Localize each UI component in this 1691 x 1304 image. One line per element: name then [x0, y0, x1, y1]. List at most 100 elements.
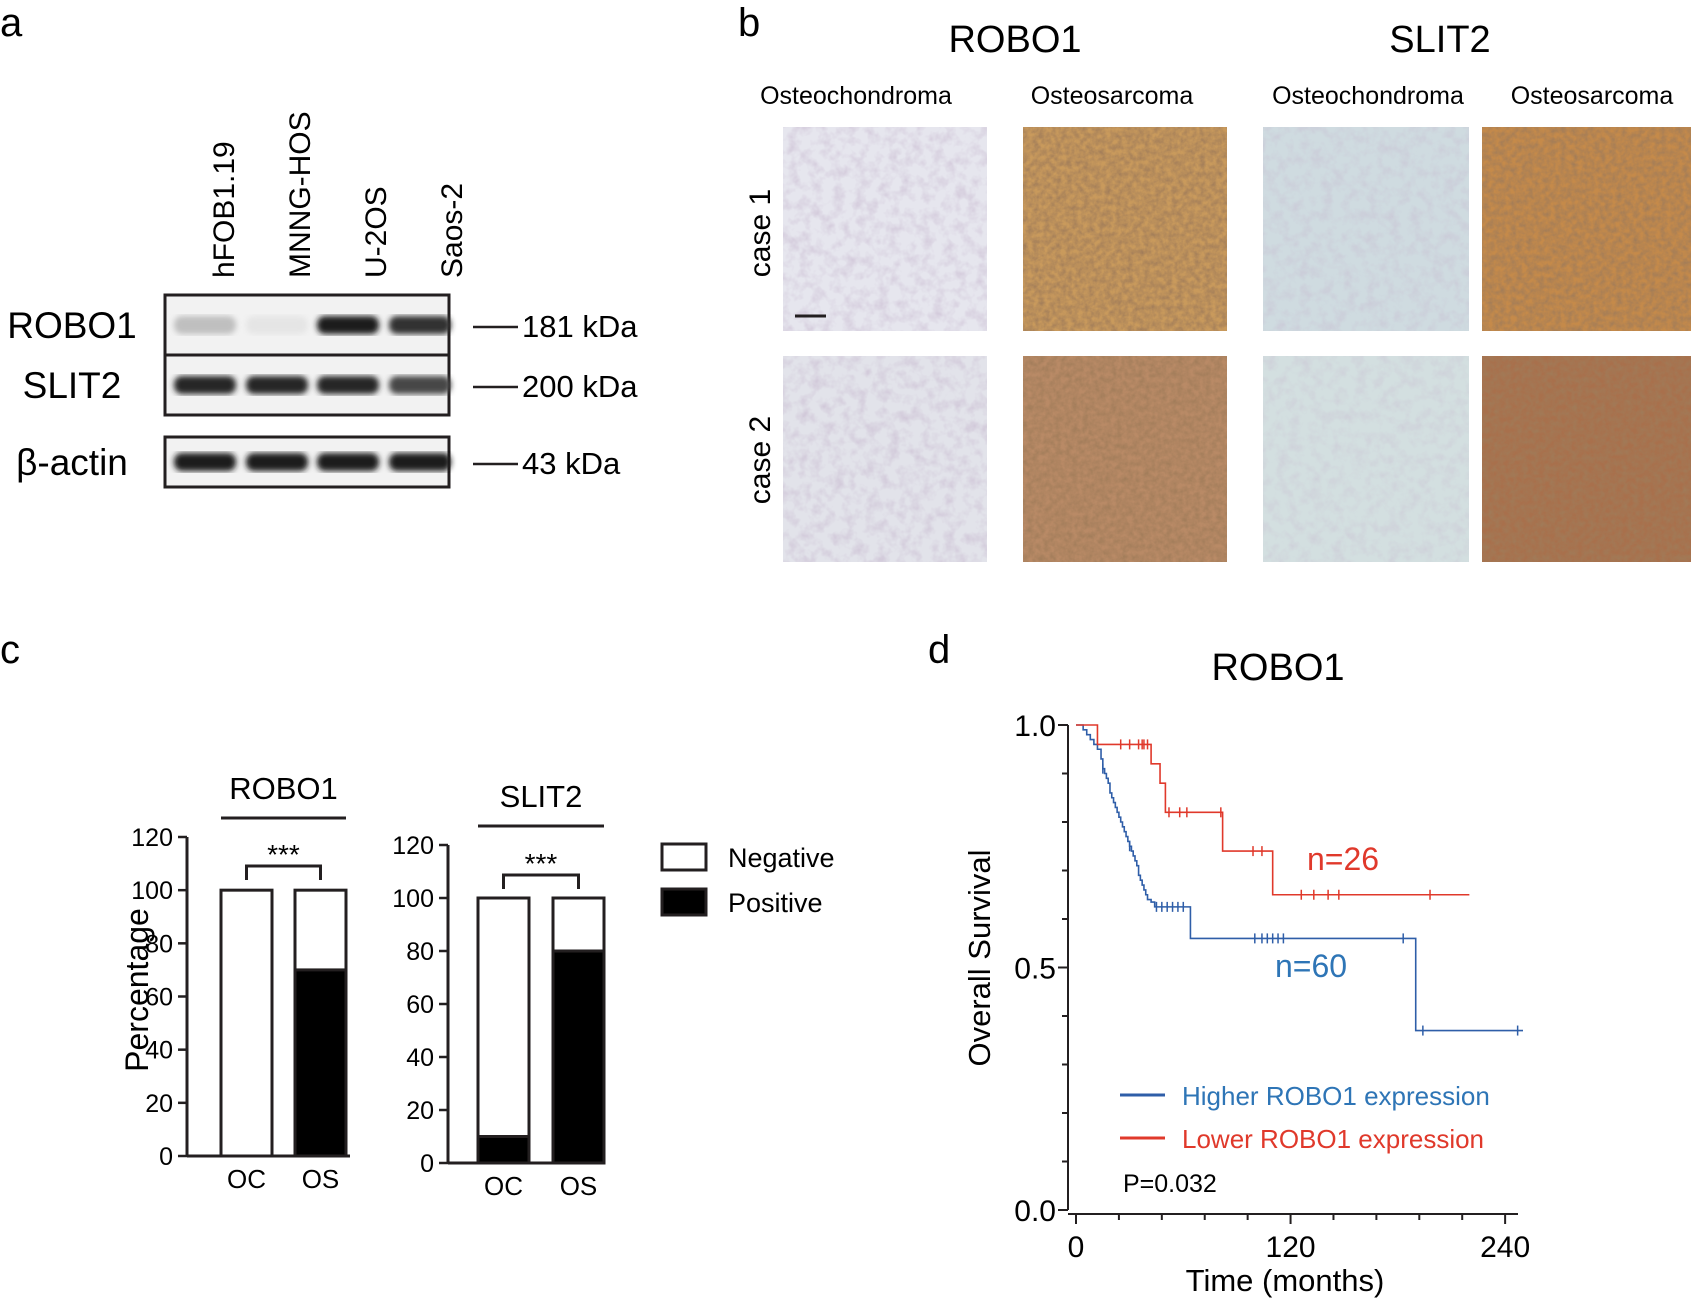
blot-band	[246, 316, 308, 334]
y-tick-label: 0	[420, 1150, 434, 1178]
blot-band	[174, 316, 236, 334]
y-axis-title: Percentage	[119, 908, 155, 1072]
bar-positive	[293, 968, 348, 1158]
y-axis-title: Overall Survival	[962, 849, 997, 1066]
legend-label-lower: Lower ROBO1 expression	[1182, 1124, 1484, 1154]
y-tick-label: 0.5	[1014, 953, 1056, 986]
blot-band	[389, 453, 451, 471]
ihc-tissue-label: Osteochondroma	[1272, 82, 1464, 110]
blot-rows: ROBO1 181 kDa SLIT2 200 kDa β-actin 43 kDa	[7, 293, 638, 489]
bar-positive	[476, 1135, 531, 1165]
robo1-bar-chart: 0 20 40 60 80 100 120 OC OS *** ROBO1	[131, 771, 350, 1194]
lane-label: Saos-2	[436, 183, 469, 278]
bar-positive	[551, 949, 606, 1165]
ihc-image	[1482, 356, 1691, 562]
panel-label-d: d	[928, 628, 950, 672]
y-tick-label: 80	[406, 938, 434, 966]
n-lower-annotation: n=26	[1307, 841, 1379, 877]
panel-label-b: b	[738, 1, 760, 45]
blot-band	[389, 376, 451, 394]
bar-legend: Negative Positive	[660, 842, 835, 918]
ihc-tissue-label: Osteochondroma	[760, 82, 952, 110]
lane-label: MNNG-HOS	[284, 111, 317, 278]
y-tick-label: 100	[392, 885, 434, 913]
ihc-image	[1023, 127, 1227, 331]
blot-size-label: 43 kDa	[522, 446, 621, 481]
ihc-image	[1482, 127, 1691, 331]
x-tick-label: OC	[227, 1164, 266, 1194]
legend-label-higher: Higher ROBO1 expression	[1182, 1081, 1490, 1111]
legend-label-negative: Negative	[728, 843, 835, 873]
blot-band	[389, 316, 451, 334]
blot-band	[246, 453, 308, 471]
ihc-group-title: SLIT2	[1389, 19, 1490, 61]
blot-size-label: 181 kDa	[522, 309, 638, 344]
bar-chart-title: SLIT2	[500, 779, 583, 814]
blot-size-label: 200 kDa	[522, 369, 638, 404]
ihc-image	[1263, 127, 1469, 331]
legend-swatch-positive	[660, 887, 708, 917]
ihc-quantification-panel: Percentage 0 20 40 60 80 100 120 OC OS *** ROBO1 0…	[119, 771, 835, 1201]
y-tick-label: 100	[131, 877, 173, 905]
y-tick-label: 40	[406, 1044, 434, 1072]
y-tick-label: 120	[131, 824, 173, 852]
y-tick-label: 120	[392, 832, 434, 860]
x-tick-label: 240	[1480, 1231, 1530, 1264]
x-axis-title: Time (months)	[1186, 1263, 1385, 1298]
blot-band	[246, 376, 308, 394]
legend-label-positive: Positive	[728, 888, 823, 918]
blot-band	[174, 376, 236, 394]
legend-swatch-negative	[660, 842, 708, 872]
significance-stars: ***	[525, 848, 558, 879]
significance-stars: ***	[267, 839, 300, 870]
blot-band	[174, 453, 236, 471]
lower-survival-curve	[1076, 724, 1470, 896]
y-tick-label: 0.0	[1014, 1195, 1056, 1228]
lane-label: U-2OS	[360, 186, 393, 278]
y-tick-label: 0	[159, 1143, 173, 1171]
y-tick-label: 1.0	[1014, 710, 1056, 743]
lane-labels: hFOB1.19 MNNG-HOS U-2OS Saos-2	[208, 111, 469, 278]
n-higher-annotation: n=60	[1275, 948, 1347, 984]
higher-survival-curve	[1076, 724, 1523, 1032]
ihc-image	[783, 356, 987, 562]
blot-protein-label: ROBO1	[7, 305, 137, 346]
blot-protein-label: SLIT2	[23, 365, 122, 406]
p-value: P=0.032	[1123, 1170, 1217, 1198]
bar-negative	[219, 888, 274, 1158]
y-tick-label: 80	[145, 930, 173, 958]
bar-negative	[476, 896, 531, 1165]
kaplan-meier-plot: 0.0 0.5 1.0 0 120 240	[1014, 710, 1530, 1264]
significance-bracket	[502, 873, 580, 889]
y-tick-label: 60	[145, 984, 173, 1012]
ihc-image	[783, 127, 987, 331]
western-blot-panel: hFOB1.19 MNNG-HOS U-2OS Saos-2 ROBO1 181 …	[7, 111, 638, 489]
x-tick-label: OC	[484, 1171, 523, 1201]
y-tick-label: 20	[406, 1097, 434, 1125]
ihc-image	[1023, 356, 1227, 562]
ihc-panel: ROBO1 SLIT2 Osteochondroma Osteosarcoma …	[744, 19, 1691, 562]
ihc-case-label: case 2	[744, 416, 777, 504]
survival-chart-title: ROBO1	[1211, 647, 1344, 689]
ihc-group-title: ROBO1	[948, 19, 1081, 61]
y-tick-label: 60	[406, 991, 434, 1019]
ihc-tissue-label: Osteosarcoma	[1511, 82, 1674, 110]
survival-panel: ROBO1 Overall Survival Time (months) 0.0…	[962, 647, 1530, 1298]
survival-legend: Higher ROBO1 expression Lower ROBO1 expr…	[1120, 1081, 1490, 1154]
slit2-bar-chart: 0 20 40 60 80 100 120 OC OS *** SLIT2	[392, 779, 606, 1201]
x-tick-label: OS	[560, 1171, 598, 1201]
bar-chart-title: ROBO1	[229, 771, 338, 806]
ihc-tissue-label: Osteosarcoma	[1031, 82, 1194, 110]
blot-protein-label: β-actin	[16, 442, 128, 483]
y-tick-label: 20	[145, 1090, 173, 1118]
panel-label-a: a	[0, 1, 23, 45]
x-tick-label: 120	[1266, 1231, 1316, 1264]
panel-label-c: c	[0, 628, 20, 672]
ihc-case-label: case 1	[744, 189, 777, 277]
x-tick-label: 0	[1068, 1231, 1085, 1264]
x-tick-label: OS	[302, 1164, 340, 1194]
ihc-image	[1263, 356, 1469, 562]
lane-label: hFOB1.19	[208, 141, 241, 278]
y-tick-label: 40	[145, 1037, 173, 1065]
